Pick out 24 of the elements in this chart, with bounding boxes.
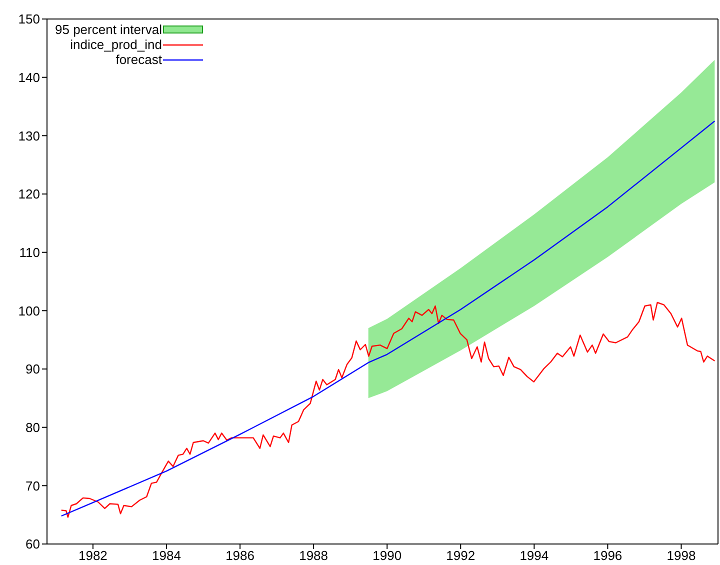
legend-label: forecast [116, 52, 162, 67]
legend-label: indice_prod_ind [70, 37, 162, 52]
y-tick-label: 150 [18, 12, 40, 27]
x-tick-label: 1998 [666, 548, 696, 564]
y-tick-label: 130 [18, 128, 40, 144]
line-series [60, 302, 716, 518]
x-tick-label: 1986 [226, 548, 254, 564]
y-tick-label: 70 [26, 478, 40, 494]
y-tick-label: 100 [18, 303, 40, 318]
y-tick-label: 120 [18, 186, 40, 202]
x-tick-label: 1982 [78, 548, 108, 564]
y-tick-label: 60 [26, 536, 40, 552]
x-tick-label: 1996 [593, 548, 622, 564]
x-tick-label: 1992 [446, 548, 476, 564]
x-tick-label: 1984 [152, 548, 181, 564]
annotation: 95 percent interval [55, 22, 162, 37]
x-tick-label: 1994 [520, 548, 549, 564]
line-series [60, 120, 716, 517]
x-tick-label: 1988 [299, 548, 328, 564]
y-tick-label: 110 [19, 244, 40, 260]
y-tick-label: 90 [26, 362, 40, 377]
y-tick-label: 140 [18, 70, 40, 85]
x-tick-label: 1990 [372, 548, 402, 564]
y-tick-label: 80 [26, 420, 40, 435]
